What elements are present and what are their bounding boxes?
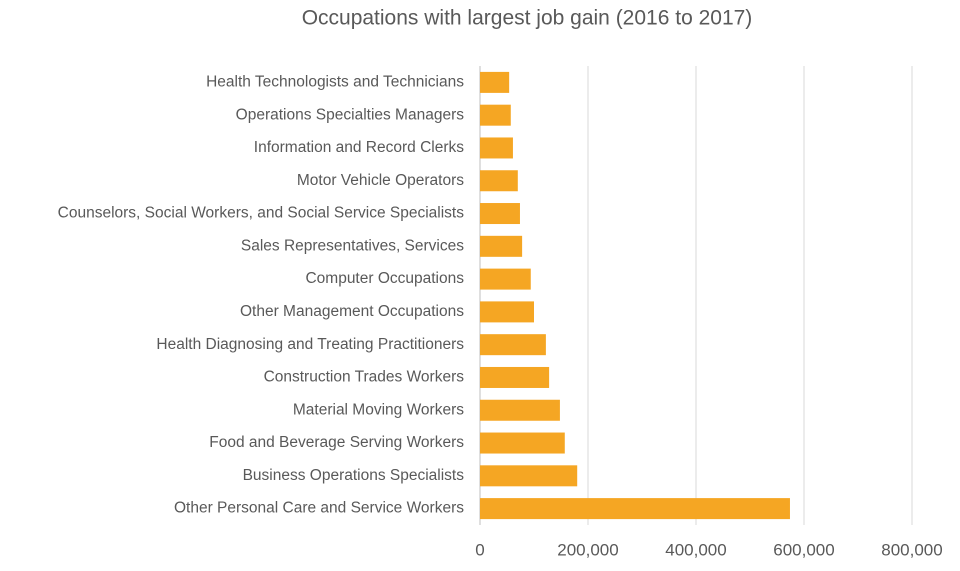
y-tick-label: Sales Representatives, Services — [241, 237, 464, 254]
y-tick-label: Operations Specialties Managers — [236, 106, 465, 123]
x-tick-label: 800,000 — [881, 540, 942, 559]
y-tick-label: Computer Occupations — [305, 270, 464, 287]
y-tick-label: Other Management Occupations — [240, 303, 464, 320]
y-tick-label: Construction Trades Workers — [264, 369, 465, 386]
bar — [480, 432, 565, 454]
y-tick-label: Motor Vehicle Operators — [297, 172, 464, 189]
bar — [480, 235, 523, 257]
y-tick-label: Information and Record Clerks — [254, 139, 464, 156]
y-tick-label: Material Moving Workers — [293, 401, 464, 418]
bar — [480, 203, 520, 225]
chart-title: Occupations with largest job gain (2016 … — [302, 7, 753, 30]
bar — [480, 137, 513, 159]
bar — [480, 170, 518, 192]
bar — [480, 465, 578, 487]
y-tick-label: Food and Beverage Serving Workers — [209, 434, 464, 451]
bar — [480, 399, 560, 421]
x-tick-label: 0 — [475, 540, 484, 559]
x-tick-label: 600,000 — [773, 540, 834, 559]
x-tick-label: 400,000 — [665, 540, 726, 559]
bar — [480, 301, 534, 323]
bar — [480, 334, 546, 356]
x-tick-label: 200,000 — [557, 540, 618, 559]
bar — [480, 268, 531, 290]
y-tick-label: Other Personal Care and Service Workers — [174, 500, 464, 517]
bar — [480, 71, 510, 93]
bar — [480, 366, 550, 388]
y-tick-label: Health Technologists and Technicians — [206, 73, 464, 90]
y-tick-label: Health Diagnosing and Treating Practitio… — [156, 336, 464, 353]
y-tick-label: Business Operations Specialists — [243, 467, 465, 484]
bar — [480, 104, 511, 126]
bar — [480, 498, 790, 520]
y-tick-label: Counselors, Social Workers, and Social S… — [58, 205, 465, 222]
